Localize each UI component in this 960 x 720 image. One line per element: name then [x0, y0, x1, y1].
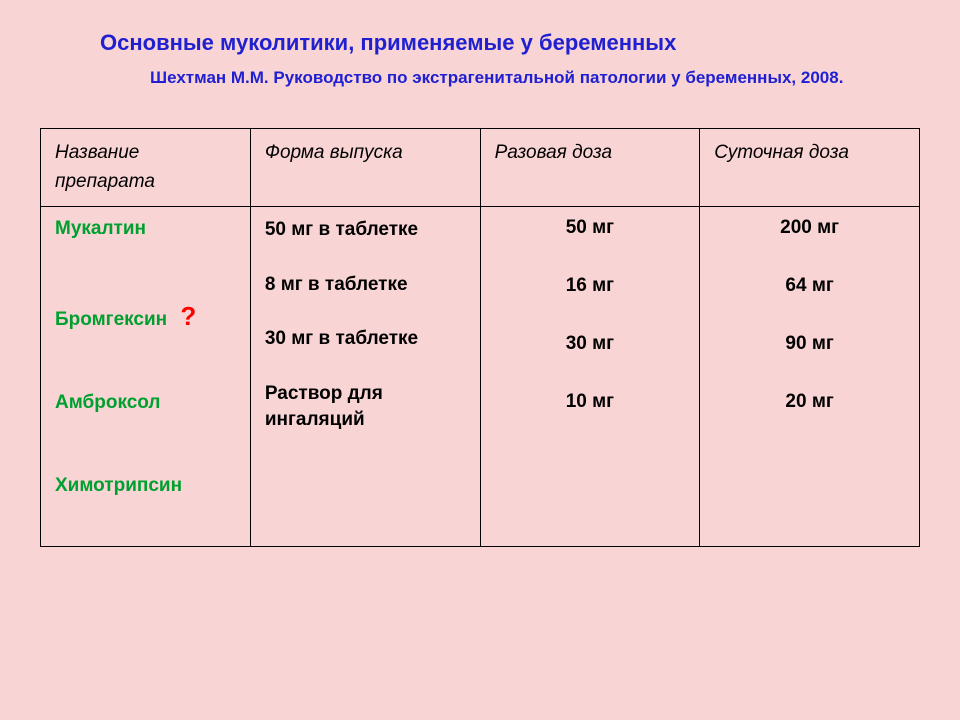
header-daily-dose: Суточная доза	[700, 129, 920, 207]
mucolytics-table: Название препарата Форма выпуска Разовая…	[40, 128, 920, 547]
header-form: Форма выпуска	[250, 129, 480, 207]
dose-text: 16 мг	[495, 275, 686, 297]
drug-name-label: Мукалтин	[55, 217, 236, 242]
dose-item: 30 мг	[495, 333, 686, 355]
drug-item: Амброксол	[55, 391, 236, 416]
dose-item: 64 мг	[714, 275, 905, 297]
page-subtitle: Шехтман М.М. Руководство по экстрагенита…	[150, 68, 920, 88]
question-mark-icon: ?	[180, 301, 196, 331]
dose-text: 20 мг	[714, 391, 905, 413]
page-title: Основные муколитики, применяемые у берем…	[100, 30, 920, 56]
dose-text: 10 мг	[495, 391, 686, 413]
header-single-dose: Разовая доза	[480, 129, 700, 207]
dose-text: 64 мг	[714, 275, 905, 297]
single-dose-cell: 50 мг 16 мг 30 мг 10 мг	[480, 207, 700, 547]
form-cell: 50 мг в таблетке 8 мг в таблетке 30 мг в…	[250, 207, 480, 547]
table-header-row: Название препарата Форма выпуска Разовая…	[41, 129, 920, 207]
form-text: 30 мг в таблетке	[265, 326, 466, 353]
form-text: Раствор для ингаляций	[265, 381, 466, 434]
dose-text: 50 мг	[495, 217, 686, 239]
drug-name-label: Химотрипсин	[55, 474, 236, 499]
dose-item: 50 мг	[495, 217, 686, 239]
dose-text: 30 мг	[495, 333, 686, 355]
dose-text: 90 мг	[714, 333, 905, 355]
form-item: 50 мг в таблетке	[265, 217, 466, 244]
dose-item: 20 мг	[714, 391, 905, 413]
form-item: Раствор для ингаляций	[265, 381, 466, 434]
dose-item: 90 мг	[714, 333, 905, 355]
drug-name-label: Бромгексин ?	[55, 300, 236, 334]
form-item: 30 мг в таблетке	[265, 326, 466, 353]
dose-item: 10 мг	[495, 391, 686, 413]
dose-item: 16 мг	[495, 275, 686, 297]
drug-item: Химотрипсин	[55, 474, 236, 499]
form-item: 8 мг в таблетке	[265, 272, 466, 299]
daily-dose-cell: 200 мг 64 мг 90 мг 20 мг	[700, 207, 920, 547]
drug-names-cell: Мукалтин Бромгексин ? Амброксол Химотрип…	[41, 207, 251, 547]
header-drug-name: Название препарата	[41, 129, 251, 207]
drug-name-label: Амброксол	[55, 391, 236, 416]
table-data-row: Мукалтин Бромгексин ? Амброксол Химотрип…	[41, 207, 920, 547]
drug-item: Бромгексин ?	[55, 300, 236, 334]
form-text: 50 мг в таблетке	[265, 217, 466, 244]
drug-item: Мукалтин	[55, 217, 236, 242]
form-text: 8 мг в таблетке	[265, 272, 466, 299]
dose-item: 200 мг	[714, 217, 905, 239]
dose-text: 200 мг	[714, 217, 905, 239]
drug-label-text: Бромгексин	[55, 309, 167, 330]
